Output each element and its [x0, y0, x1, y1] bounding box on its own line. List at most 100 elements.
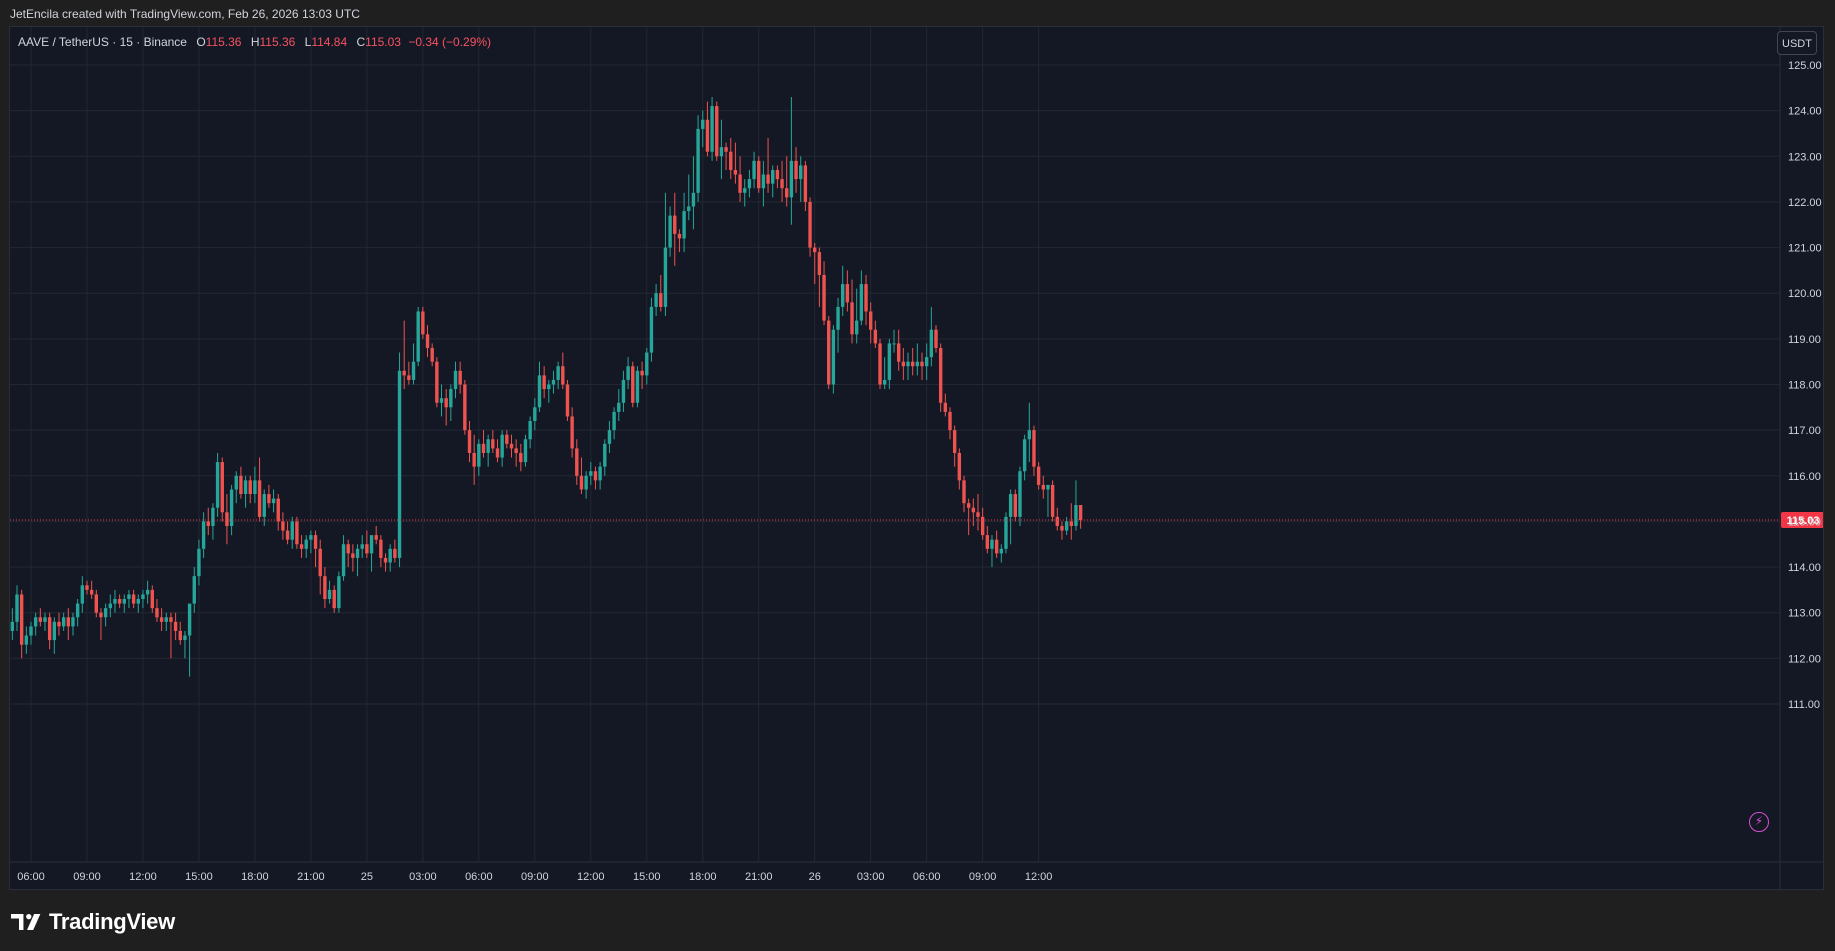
candle[interactable]	[1027, 402, 1032, 463]
candle[interactable]	[542, 366, 546, 399]
candle[interactable]	[113, 589, 117, 613]
candle[interactable]	[127, 589, 131, 609]
candle[interactable]	[775, 165, 780, 189]
candle[interactable]	[225, 494, 229, 545]
candle[interactable]	[117, 594, 122, 609]
candle[interactable]	[85, 580, 89, 595]
candle[interactable]	[281, 512, 285, 540]
candle[interactable]	[467, 421, 472, 463]
candle[interactable]	[178, 621, 182, 645]
candle[interactable]	[47, 612, 52, 650]
candle[interactable]	[771, 165, 775, 198]
candle[interactable]	[705, 101, 710, 157]
candle[interactable]	[729, 138, 733, 180]
candle[interactable]	[785, 156, 789, 207]
candle[interactable]	[500, 430, 504, 467]
candle[interactable]	[691, 156, 696, 230]
candle[interactable]	[999, 544, 1004, 563]
candle[interactable]	[430, 343, 434, 367]
candle[interactable]	[724, 142, 728, 170]
candle[interactable]	[733, 142, 738, 184]
candle[interactable]	[710, 96, 714, 161]
candle[interactable]	[197, 539, 201, 586]
candle[interactable]	[169, 612, 173, 659]
candle[interactable]	[38, 608, 43, 627]
candle[interactable]	[248, 475, 252, 504]
candle[interactable]	[285, 521, 290, 545]
candle[interactable]	[551, 370, 556, 394]
candle[interactable]	[873, 320, 878, 348]
candle[interactable]	[957, 448, 962, 490]
candle[interactable]	[579, 457, 584, 495]
candle[interactable]	[994, 530, 999, 558]
candle[interactable]	[290, 516, 294, 549]
candle[interactable]	[673, 192, 677, 266]
candle[interactable]	[547, 379, 551, 403]
candle[interactable]	[966, 498, 971, 536]
candle[interactable]	[654, 284, 658, 317]
currency-button[interactable]: USDT	[1777, 31, 1817, 55]
candle[interactable]	[323, 567, 327, 609]
candle[interactable]	[43, 612, 47, 631]
candle[interactable]	[645, 347, 649, 385]
candle[interactable]	[910, 347, 915, 376]
candle[interactable]	[1018, 466, 1022, 526]
candle[interactable]	[924, 343, 929, 380]
candle[interactable]	[304, 535, 308, 558]
candle[interactable]	[187, 603, 192, 677]
candle[interactable]	[640, 361, 644, 390]
candle[interactable]	[253, 466, 257, 504]
candle[interactable]	[332, 585, 336, 613]
candle[interactable]	[374, 525, 378, 545]
candle[interactable]	[701, 110, 705, 148]
candle[interactable]	[990, 535, 994, 568]
candle[interactable]	[971, 498, 976, 526]
candle[interactable]	[1041, 475, 1045, 499]
candle[interactable]	[1050, 480, 1055, 522]
candle[interactable]	[239, 466, 243, 499]
candle[interactable]	[719, 119, 724, 180]
candle[interactable]	[397, 352, 402, 568]
candle[interactable]	[402, 320, 406, 390]
candle[interactable]	[1055, 507, 1059, 531]
candle[interactable]	[519, 443, 523, 472]
candle[interactable]	[915, 343, 920, 376]
candle[interactable]	[220, 457, 224, 522]
chart-panel[interactable]: 115.03 125.00 124.00 123.00 122.00 121.00 120…	[9, 26, 1824, 890]
candle[interactable]	[533, 398, 537, 431]
candle[interactable]	[229, 484, 234, 536]
candle[interactable]	[668, 206, 672, 257]
candle[interactable]	[453, 361, 458, 399]
candle[interactable]	[271, 489, 276, 513]
candle[interactable]	[159, 608, 164, 631]
candle[interactable]	[677, 229, 682, 253]
candle[interactable]	[757, 156, 761, 193]
candle[interactable]	[882, 357, 887, 390]
candle[interactable]	[183, 630, 187, 659]
candle[interactable]	[617, 389, 621, 422]
candle[interactable]	[411, 343, 416, 385]
candle[interactable]	[934, 325, 938, 353]
candle[interactable]	[752, 151, 756, 189]
lightning-bolt-icon[interactable]: ⚡	[1749, 812, 1769, 832]
candle[interactable]	[747, 169, 752, 198]
candle[interactable]	[52, 617, 57, 654]
candle[interactable]	[589, 462, 593, 485]
candle[interactable]	[267, 484, 271, 508]
candle[interactable]	[836, 297, 840, 353]
candle[interactable]	[808, 197, 812, 257]
candle[interactable]	[94, 589, 99, 618]
candle[interactable]	[896, 329, 901, 371]
candle[interactable]	[841, 265, 845, 317]
candle[interactable]	[388, 544, 392, 572]
candle[interactable]	[346, 539, 350, 568]
candle[interactable]	[201, 512, 206, 558]
candle[interactable]	[337, 571, 341, 613]
candle[interactable]	[383, 553, 388, 572]
candle[interactable]	[355, 544, 360, 577]
candle[interactable]	[257, 457, 262, 522]
candle[interactable]	[1013, 489, 1018, 522]
candle[interactable]	[481, 430, 486, 458]
candle[interactable]	[1008, 489, 1013, 545]
candle[interactable]	[561, 352, 565, 390]
